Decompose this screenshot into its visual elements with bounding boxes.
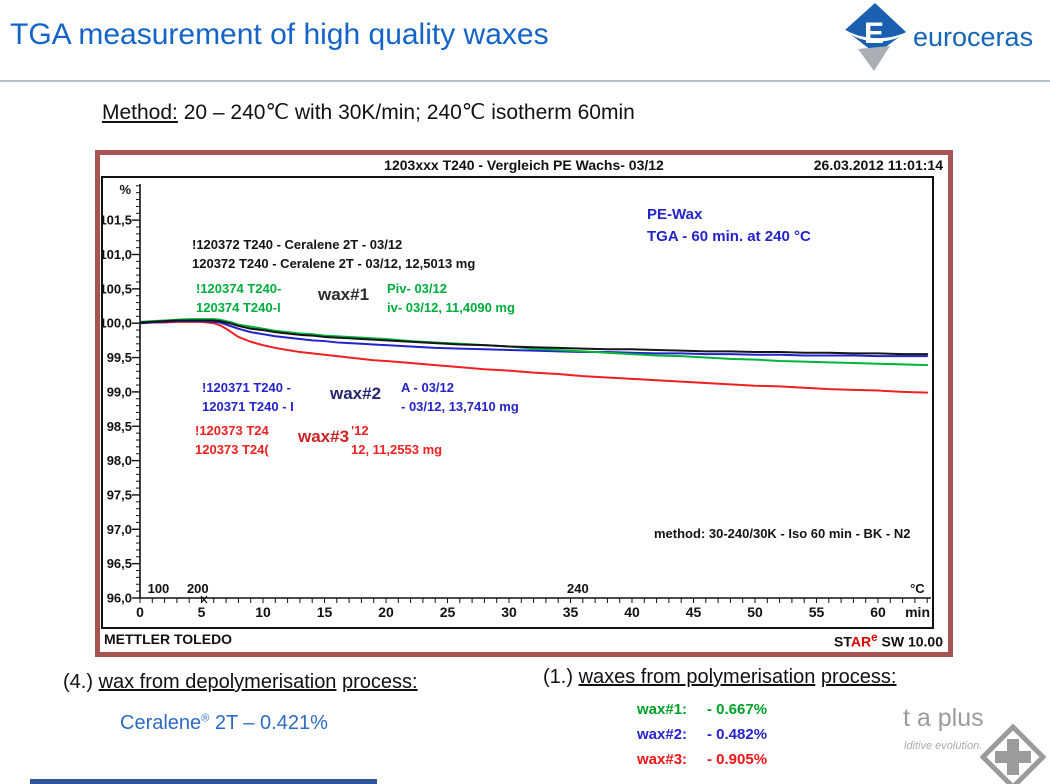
method-label: Method: [102, 101, 178, 124]
svg-text:100,5: 100,5 [101, 281, 132, 296]
chart-footer: METTLER TOLEDO STARe SW 10.00 [100, 631, 948, 651]
taplus-tagline: lditive evolution. [904, 740, 983, 752]
svg-text:35: 35 [563, 604, 579, 620]
svg-text:96,5: 96,5 [107, 556, 132, 571]
svg-text:200: 200 [187, 581, 209, 596]
wax-results: wax#1: - 0.667% wax#2: - 0.482% wax#3: - 0.90… [637, 701, 767, 776]
svg-text:15: 15 [317, 604, 333, 620]
svg-text:10: 10 [255, 604, 271, 620]
chart-datetime: 26.03.2012 11:01:14 [813, 157, 943, 173]
svg-text:%: % [119, 182, 131, 197]
svg-text:240: 240 [567, 581, 589, 596]
wax-result-row: wax#2: - 0.482% [637, 726, 768, 743]
svg-text:0: 0 [136, 604, 144, 620]
caption-depolymerisation: (4.) wax from depolymerisation process: [63, 671, 418, 693]
wax-result-row: wax#3: - 0.905% [637, 751, 768, 768]
svg-text:25: 25 [440, 604, 456, 620]
software-version: STARe SW 10.00 [834, 631, 943, 650]
svg-text:98,5: 98,5 [107, 419, 132, 434]
caption-polymerisation: (1.) waxes from polymerisation process: [543, 666, 897, 688]
svg-text:101,5: 101,5 [101, 213, 132, 228]
svg-text:5: 5 [198, 604, 206, 620]
page-title: TGA measurement of high quality waxes [10, 18, 549, 51]
method-text: 20 – 240℃ with 30K/min; 240℃ isotherm 60… [177, 101, 635, 124]
wax-result-row: wax#1: - 0.667% [637, 701, 768, 718]
svg-text:55: 55 [809, 604, 825, 620]
header-divider [0, 80, 1050, 82]
svg-text:99,5: 99,5 [107, 350, 132, 365]
chart-title: 1203xxx T240 - Vergleich PE Wachs- 03/12 [384, 157, 664, 173]
svg-text:45: 45 [686, 604, 702, 620]
taplus-diamond-plus-icon [980, 724, 1046, 784]
svg-text:50: 50 [747, 604, 763, 620]
svg-text:97,0: 97,0 [107, 522, 132, 537]
euroceras-logo-text: euroceras [913, 22, 1034, 52]
registered-mark: ® [201, 712, 210, 725]
svg-text:99,0: 99,0 [107, 384, 132, 399]
taplus-logo-text: t a plus [903, 704, 984, 732]
ceralene-result: Ceralene® 2T – 0.421% [120, 712, 328, 734]
svg-text:97,5: 97,5 [107, 487, 132, 502]
svg-text:100: 100 [148, 581, 170, 596]
euroceras-logo: E euroceras [843, 2, 1048, 76]
svg-text:40: 40 [624, 604, 640, 620]
svg-text:60: 60 [870, 604, 886, 620]
svg-text:96,0: 96,0 [107, 591, 132, 606]
method-line: Method: 20 – 240℃ with 30K/min; 240℃ iso… [102, 100, 635, 125]
instrument-brand: METTLER TOLEDO [104, 631, 233, 647]
svg-text:30: 30 [501, 604, 517, 620]
svg-text:20: 20 [378, 604, 394, 620]
tga-plot: 101,5 101,0 100,5 100,0 99,5 99,0 98,5 98,0 97,5… [101, 176, 934, 629]
svg-text:°C: °C [910, 581, 925, 596]
tga-chart-frame: 1203xxx T240 - Vergleich PE Wachs- 03/12… [95, 150, 953, 657]
euroceras-diamond-icon: E [844, 3, 907, 71]
svg-text:min: min [905, 604, 930, 620]
svg-text:101,0: 101,0 [101, 247, 132, 262]
svg-text:100,0: 100,0 [101, 316, 132, 331]
svg-text:98,0: 98,0 [107, 453, 132, 468]
chart-header: 1203xxx T240 - Vergleich PE Wachs- 03/12… [100, 157, 948, 179]
footer-bar [30, 779, 377, 784]
euroceras-logo-letter: E [864, 17, 884, 50]
